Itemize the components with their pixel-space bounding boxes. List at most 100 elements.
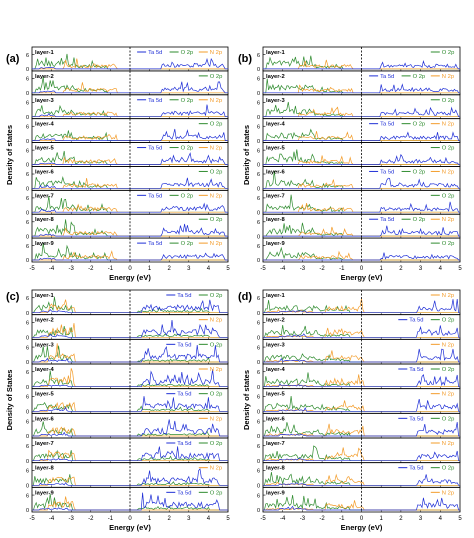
legend-label: N 2p bbox=[442, 490, 454, 496]
y-tick-label: 0 bbox=[257, 434, 260, 440]
layer-subplot: 0 6 layer-6 O 2p Ta 5d bbox=[257, 412, 461, 440]
y-tick-label: 6 bbox=[257, 196, 260, 202]
x-tick-label: -1 bbox=[108, 266, 114, 272]
y-tick-label: 0 bbox=[26, 385, 29, 391]
legend-label: O 2p bbox=[413, 169, 426, 175]
layer-name: layer-9 bbox=[35, 490, 54, 496]
x-tick-label: -5 bbox=[260, 266, 266, 272]
legend-label: O 2p bbox=[210, 342, 223, 348]
layer-subplot: 0 6 layer-5 O 2p bbox=[257, 142, 461, 169]
legend-label: N 2p bbox=[442, 392, 454, 398]
legend-label: Ta 5d bbox=[177, 342, 191, 348]
layer-subplot: 0 6 layer-1 O 2p bbox=[257, 46, 461, 73]
layer-subplot: 0 6 layer-4 O 2p Ta 5d bbox=[257, 363, 461, 391]
legend-label: N 2p bbox=[442, 169, 454, 175]
layer-subplot: 0 6 layer-8 N 2p bbox=[26, 462, 229, 490]
y-tick-label: 6 bbox=[257, 469, 260, 475]
y-tick-label: 0 bbox=[257, 311, 260, 317]
y-tick-label: 6 bbox=[26, 419, 29, 425]
x-axis-label: Energy (eV) bbox=[341, 523, 383, 532]
x-tick-label: 1 bbox=[148, 266, 152, 272]
layer-name: layer-2 bbox=[266, 318, 285, 324]
y-tick-label: 6 bbox=[257, 53, 260, 59]
layer-name: layer-8 bbox=[35, 466, 54, 472]
panel-label: (c) bbox=[6, 291, 20, 303]
y-tick-label: 0 bbox=[257, 115, 260, 121]
y-tick-label: 0 bbox=[257, 210, 260, 216]
layer-name: layer-5 bbox=[35, 392, 54, 398]
y-tick-label: 6 bbox=[257, 172, 260, 178]
layer-name: layer-8 bbox=[35, 217, 54, 223]
x-tick-label: -5 bbox=[29, 516, 35, 522]
layer-subplot: 0 6 layer-2 O 2p bbox=[26, 70, 229, 97]
legend-label: Ta 5d bbox=[148, 146, 162, 152]
y-tick-label: 0 bbox=[257, 360, 260, 366]
x-tick-label: 5 bbox=[226, 516, 230, 522]
x-tick-label: 3 bbox=[187, 516, 191, 522]
legend-label: O 2p bbox=[442, 146, 455, 152]
y-axis-label: Density of States bbox=[5, 370, 14, 431]
legend-label: O 2p bbox=[442, 466, 455, 472]
y-tick-label: 6 bbox=[26, 493, 29, 499]
y-tick-label: 6 bbox=[257, 419, 260, 425]
legend-label: O 2p bbox=[442, 241, 455, 247]
legend-label: N 2p bbox=[210, 241, 222, 247]
y-tick-label: 6 bbox=[26, 53, 29, 59]
layer-subplot: 0 6 layer-1 O 2p Ta 5d bbox=[26, 289, 229, 317]
x-tick-label: 1 bbox=[148, 516, 152, 522]
legend-label: N 2p bbox=[442, 74, 454, 80]
legend-label: O 2p bbox=[413, 74, 426, 80]
y-axis-label: Density of states bbox=[242, 370, 251, 430]
layer-subplot: 0 6 layer-8 O 2p bbox=[26, 213, 229, 240]
layer-name: layer-5 bbox=[266, 392, 285, 398]
y-tick-label: 6 bbox=[257, 296, 260, 302]
y-tick-label: 6 bbox=[26, 444, 29, 450]
x-tick-label: 3 bbox=[187, 266, 191, 272]
x-tick-label: 4 bbox=[439, 266, 443, 272]
legend-label: Ta 5d bbox=[409, 416, 423, 422]
x-tick-label: 4 bbox=[207, 266, 211, 272]
layer-subplot: 0 6 layer-1 N 2p O 2p Ta 5d bbox=[26, 46, 229, 73]
x-tick-label: -4 bbox=[49, 516, 55, 522]
layer-subplot: 0 6 layer-5 N 2p bbox=[257, 388, 461, 416]
layer-subplot: 0 6 layer-9 O 2p bbox=[257, 237, 461, 264]
panel-a: (a) Density of states 0 6 layer-1 N 2p O 2p Ta … bbox=[5, 46, 230, 282]
y-tick-label: 6 bbox=[26, 77, 29, 83]
x-tick-label: -4 bbox=[280, 266, 286, 272]
y-tick-label: 0 bbox=[26, 360, 29, 366]
y-tick-label: 0 bbox=[257, 410, 260, 416]
legend-label: Ta 5d bbox=[409, 367, 423, 373]
layer-name: layer-4 bbox=[266, 122, 285, 128]
y-tick-label: 6 bbox=[26, 345, 29, 351]
legend-label: N 2p bbox=[210, 98, 222, 104]
y-tick-label: 0 bbox=[257, 163, 260, 169]
legend-label: O 2p bbox=[442, 193, 455, 199]
layer-name: layer-2 bbox=[35, 74, 54, 80]
panel-b: (b) Density of states 0 6 layer-1 O 2p 0 6 layer… bbox=[238, 46, 462, 282]
legend-label: Ta 5d bbox=[380, 122, 394, 128]
layer-name: layer-9 bbox=[266, 490, 285, 496]
layer-subplot: 0 6 layer-3 N 2p O 2p Ta 5d bbox=[26, 94, 229, 121]
layer-name: layer-1 bbox=[35, 50, 54, 56]
layer-name: layer-2 bbox=[35, 318, 54, 324]
x-tick-label: 0 bbox=[360, 266, 364, 272]
layer-name: layer-1 bbox=[266, 293, 285, 299]
layer-subplot: 0 6 layer-2 N 2p O 2p Ta 5d bbox=[257, 70, 461, 97]
legend-label: Ta 5d bbox=[177, 490, 191, 496]
y-tick-label: 0 bbox=[257, 67, 260, 73]
x-tick-label: -3 bbox=[300, 516, 306, 522]
panel-label: (b) bbox=[238, 53, 252, 65]
y-tick-label: 6 bbox=[26, 124, 29, 130]
y-tick-label: 6 bbox=[26, 395, 29, 401]
y-tick-label: 0 bbox=[257, 91, 260, 97]
legend-label: Ta 5d bbox=[177, 293, 191, 299]
layer-subplot: 0 6 layer-6 N 2p bbox=[26, 412, 229, 440]
legend-label: O 2p bbox=[210, 293, 223, 299]
layer-name: layer-3 bbox=[35, 342, 54, 348]
y-tick-label: 0 bbox=[26, 210, 29, 216]
legend-label: Ta 5d bbox=[148, 98, 162, 104]
x-tick-label: 0 bbox=[128, 516, 132, 522]
layer-subplot: 0 6 layer-5 N 2p O 2p Ta 5d bbox=[26, 142, 229, 169]
y-tick-label: 0 bbox=[257, 336, 260, 342]
legend-label: N 2p bbox=[442, 293, 454, 299]
